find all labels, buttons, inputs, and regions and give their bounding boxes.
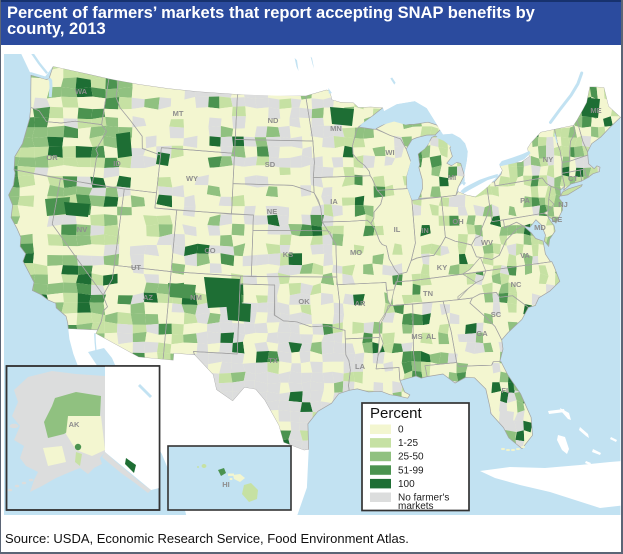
svg-text:MD: MD (534, 223, 546, 232)
svg-text:MT: MT (173, 109, 184, 118)
svg-text:Percent: Percent (370, 405, 423, 422)
svg-text:MN: MN (330, 124, 342, 133)
svg-text:GA: GA (476, 329, 488, 338)
svg-text:100: 100 (398, 479, 415, 490)
svg-text:NM: NM (190, 293, 202, 302)
svg-text:TX: TX (268, 356, 278, 365)
svg-text:1-25: 1-25 (398, 438, 418, 449)
svg-text:LA: LA (355, 362, 366, 371)
svg-text:WI: WI (385, 148, 394, 157)
svg-text:OH: OH (452, 217, 463, 226)
svg-text:AR: AR (355, 299, 366, 308)
svg-text:NE: NE (267, 207, 277, 216)
svg-text:markets: markets (398, 501, 434, 512)
svg-text:OK: OK (298, 297, 310, 306)
svg-text:AZ: AZ (143, 293, 153, 302)
svg-text:IL: IL (394, 225, 401, 234)
svg-text:VA: VA (520, 251, 530, 260)
svg-text:25-50: 25-50 (398, 452, 424, 463)
svg-text:AK: AK (69, 420, 80, 429)
svg-text:0: 0 (398, 425, 404, 436)
svg-text:KS: KS (283, 250, 293, 259)
svg-text:IA: IA (330, 197, 338, 206)
svg-text:51-99: 51-99 (398, 465, 424, 476)
svg-text:CT: CT (568, 174, 578, 183)
svg-text:MI: MI (448, 173, 456, 182)
svg-text:WV: WV (481, 238, 493, 247)
svg-text:HI: HI (222, 480, 230, 489)
svg-text:PA: PA (520, 196, 530, 205)
svg-text:KY: KY (437, 263, 447, 272)
svg-text:OR: OR (46, 153, 58, 162)
svg-text:ND: ND (268, 116, 279, 125)
svg-text:FL: FL (501, 386, 511, 395)
svg-text:UT: UT (131, 263, 141, 272)
svg-text:IN: IN (421, 226, 429, 235)
svg-text:SD: SD (265, 160, 276, 169)
svg-text:ME: ME (590, 106, 601, 115)
svg-text:MS: MS (411, 332, 422, 341)
svg-text:DE: DE (552, 215, 562, 224)
svg-text:MO: MO (350, 248, 362, 257)
svg-text:TN: TN (423, 289, 433, 298)
svg-text:NJ: NJ (558, 200, 568, 209)
svg-text:WA: WA (75, 87, 88, 96)
svg-text:AL: AL (426, 332, 436, 341)
svg-text:NY: NY (543, 155, 553, 164)
svg-text:CO: CO (204, 246, 215, 255)
svg-text:No farmer's: No farmer's (398, 493, 449, 504)
svg-text:ID: ID (113, 159, 121, 168)
svg-text:SC: SC (491, 310, 502, 319)
svg-text:NC: NC (511, 280, 522, 289)
svg-text:WY: WY (186, 174, 198, 183)
svg-text:NV: NV (77, 225, 87, 234)
